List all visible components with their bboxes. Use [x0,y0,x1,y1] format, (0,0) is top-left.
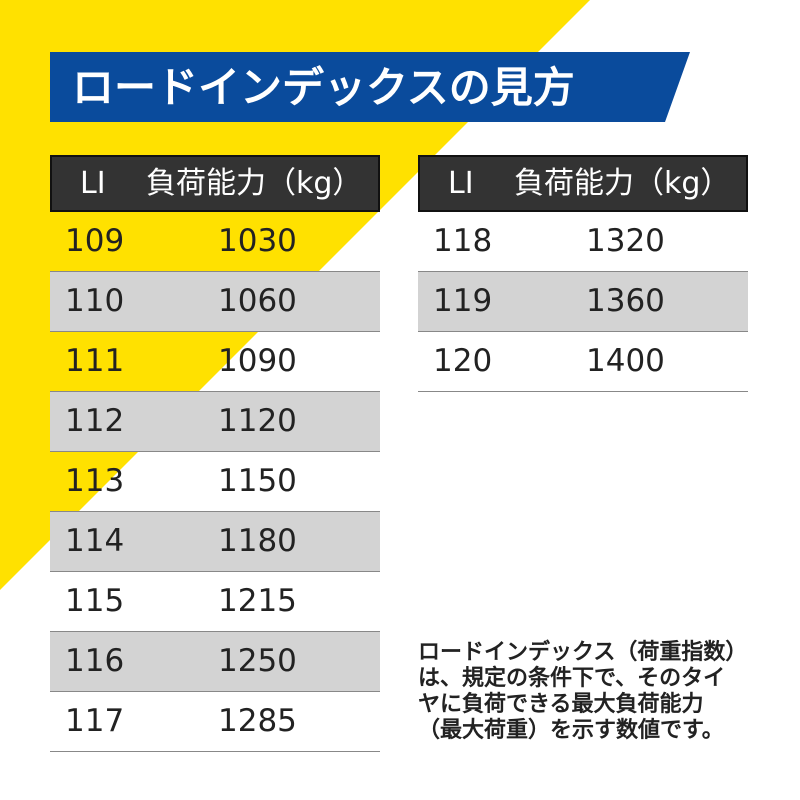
capacity-cell: 1320 [586,223,665,259]
capacity-cell: 1150 [218,463,297,499]
li-cell: 109 [65,223,125,259]
table-row: 118 1320 [418,212,748,272]
header-cell: LI [80,166,106,201]
header-cell: LI [448,166,474,201]
table-row: 115 1215 [50,572,380,632]
li-cell: 117 [65,703,125,739]
li-cell: 119 [433,283,493,319]
table: LI 負荷能力（kg） 109 1030 110 1060 111 1090 112 1120 11… [50,155,380,752]
table-row: 113 1150 [50,452,380,512]
table-row: 111 1090 [50,332,380,392]
capacity-cell: 1060 [218,283,297,319]
capacity-cell: 1250 [218,643,297,679]
table-row: 116 1250 [50,632,380,692]
table-row: 120 1400 [418,332,748,392]
table-row: 119 1360 [418,272,748,332]
table-header: LI 負荷能力（kg） [418,155,748,212]
table-row: 112 1120 [50,392,380,452]
table: LI 負荷能力（kg） 118 1320 119 1360 120 1400 [418,155,748,392]
li-cell: 113 [65,463,125,499]
header-cell: 負荷能力（kg） [146,166,363,201]
note-line: ヤに負荷できる最大負荷能力 [418,692,704,717]
li-cell: 110 [65,283,125,319]
capacity-cell: 1360 [586,283,665,319]
table-row: 109 1030 [50,212,380,272]
li-cell: 116 [65,643,125,679]
table-header: LI 負荷能力（kg） [50,155,380,212]
note: ロードインデックス（荷重指数） は、規定の条件下で、そのタイ ヤに負荷できる最大負荷… [418,640,747,744]
note-line: （最大荷重）を示す数値です。 [418,718,724,743]
note-line: は、規定の条件下で、そのタイ [418,666,726,691]
li-cell: 111 [65,343,125,379]
li-cell: 120 [433,343,493,379]
li-cell: 112 [65,403,125,439]
li-cell: 118 [433,223,493,259]
capacity-cell: 1120 [218,403,297,439]
title: ロードインデックスの見方 [72,63,575,112]
capacity-cell: 1215 [218,583,297,619]
capacity-cell: 1090 [218,343,297,379]
title-banner [50,52,690,122]
li-cell: 114 [65,523,125,559]
note-line: ロードインデックス（荷重指数） [418,640,748,665]
capacity-cell: 1400 [586,343,665,379]
capacity-cell: 1180 [218,523,297,559]
table-row: 117 1285 [50,692,380,752]
table-row: 110 1060 [50,272,380,332]
capacity-cell: 1030 [218,223,297,259]
li-cell: 115 [65,583,125,619]
capacity-cell: 1285 [218,703,297,739]
header-cell: 負荷能力（kg） [514,166,731,201]
table-row: 114 1180 [50,512,380,572]
